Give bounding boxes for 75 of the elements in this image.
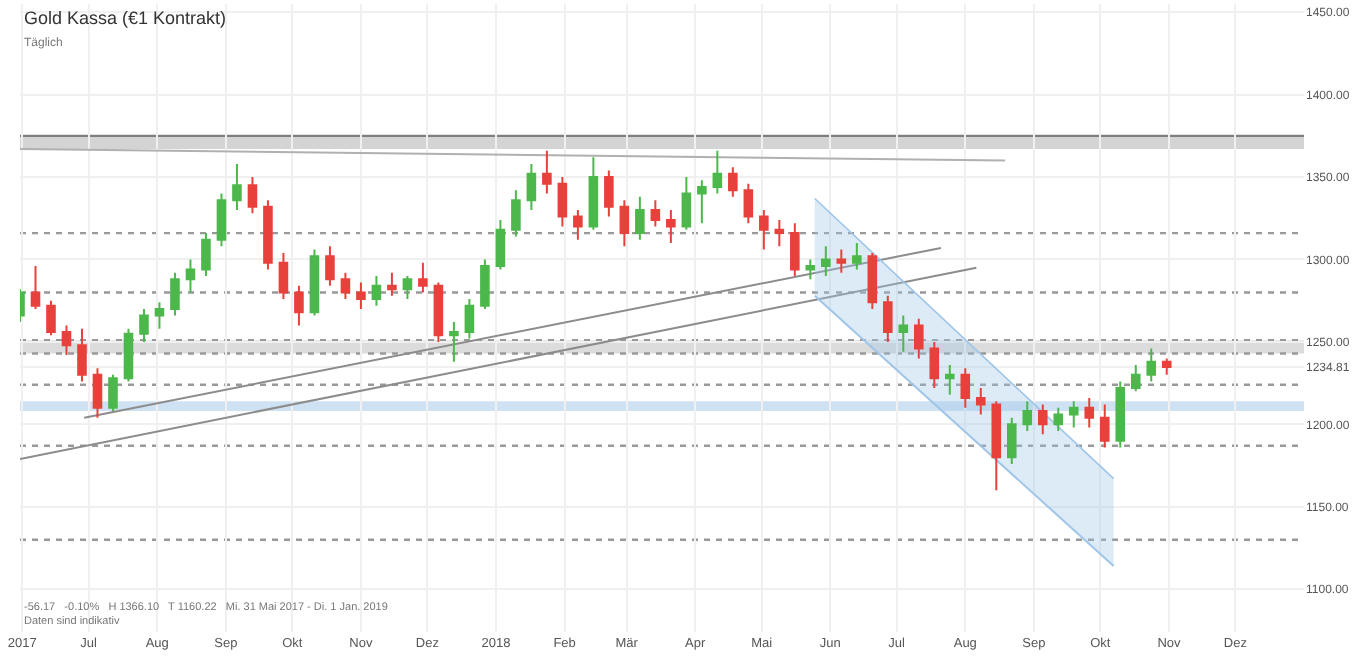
candlestick bbox=[1115, 380, 1126, 449]
candlestick bbox=[92, 367, 103, 419]
candlestick bbox=[123, 327, 134, 383]
candlestick bbox=[1146, 347, 1157, 383]
candlestick bbox=[294, 284, 304, 327]
candlestick bbox=[867, 251, 878, 310]
candlestick bbox=[573, 209, 583, 241]
candlestick bbox=[1161, 357, 1172, 376]
candlestick bbox=[1084, 396, 1095, 429]
candlestick bbox=[511, 189, 521, 238]
candlestick bbox=[1130, 363, 1141, 393]
candlestick bbox=[697, 179, 707, 225]
candlestick bbox=[960, 367, 971, 409]
candlestick bbox=[340, 271, 351, 301]
candlestick bbox=[356, 281, 366, 310]
chart-title: Gold Kassa (€1 Kontrakt) bbox=[24, 8, 227, 28]
candlestick bbox=[418, 261, 428, 294]
candlestick bbox=[232, 162, 242, 212]
candlestick bbox=[619, 199, 630, 248]
candlestick bbox=[774, 218, 785, 248]
candlestick bbox=[247, 176, 258, 215]
candlestick bbox=[790, 222, 800, 277]
candlestick bbox=[898, 314, 909, 353]
candlestick bbox=[526, 162, 537, 212]
candlestick bbox=[759, 209, 769, 251]
candlestick bbox=[945, 363, 955, 396]
candlestick bbox=[1022, 400, 1033, 432]
candlestick bbox=[836, 248, 847, 274]
candlestick bbox=[402, 274, 413, 301]
candlestick bbox=[325, 245, 335, 287]
candlestick bbox=[821, 245, 831, 277]
candlestick bbox=[77, 327, 87, 383]
candlestick bbox=[929, 340, 940, 390]
candlestick bbox=[852, 242, 862, 271]
candlestick bbox=[805, 258, 816, 281]
candlestick bbox=[387, 271, 397, 297]
candlestick bbox=[883, 294, 893, 343]
candlestick bbox=[1053, 406, 1064, 432]
candlestick bbox=[464, 298, 475, 340]
candlestick bbox=[185, 258, 196, 294]
candlestick bbox=[216, 192, 227, 248]
candlestick bbox=[263, 199, 273, 271]
candlestick bbox=[30, 265, 41, 310]
candlestick bbox=[914, 317, 924, 360]
candlestick bbox=[712, 149, 723, 195]
candlestick bbox=[1099, 403, 1110, 449]
candlestick bbox=[480, 258, 490, 310]
candlestick bbox=[666, 209, 676, 244]
candlestick bbox=[170, 271, 180, 317]
candlestick bbox=[1037, 403, 1048, 436]
candlestick bbox=[278, 251, 289, 301]
candlestick bbox=[61, 324, 72, 357]
candlestick bbox=[975, 387, 986, 416]
candlestick bbox=[449, 321, 459, 363]
candlestick bbox=[46, 299, 56, 337]
candlestick bbox=[201, 232, 211, 277]
candlestick bbox=[433, 281, 444, 343]
candlestick bbox=[991, 400, 1002, 492]
candlestick bbox=[108, 373, 118, 413]
candlestick bbox=[371, 274, 382, 307]
candlestick bbox=[309, 248, 320, 317]
candlestick bbox=[1068, 400, 1079, 429]
candlestick bbox=[154, 301, 165, 330]
candlestick bbox=[743, 182, 754, 225]
candlestick bbox=[635, 195, 645, 241]
candlestick bbox=[728, 166, 738, 198]
candlestick bbox=[542, 149, 552, 195]
candlestick bbox=[139, 307, 149, 343]
candlestick bbox=[588, 156, 599, 231]
candlestick bbox=[557, 176, 568, 228]
candlestick bbox=[650, 199, 661, 228]
candlestick bbox=[681, 176, 692, 231]
candlestick bbox=[1006, 416, 1017, 465]
candlestick bbox=[604, 169, 614, 218]
candlestick bbox=[495, 218, 506, 271]
